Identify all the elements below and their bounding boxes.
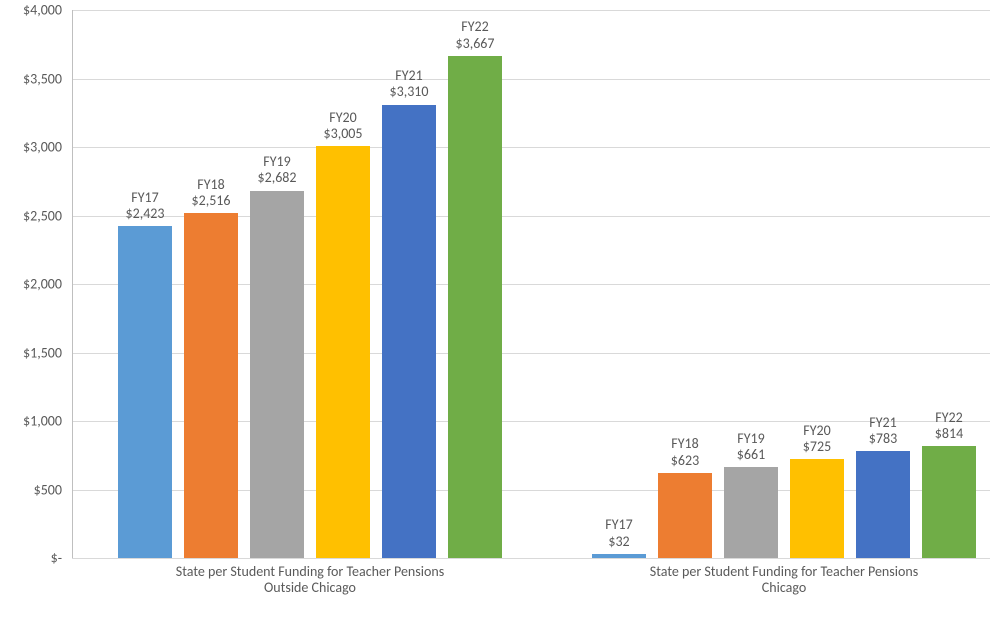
- bar-data-label: FY17$2,423: [126, 190, 165, 222]
- bar-series-label: FY19: [258, 154, 297, 170]
- gridline: [72, 558, 990, 559]
- bar-value-label: $3,310: [390, 84, 429, 100]
- y-tick-label: $500: [0, 481, 62, 498]
- gridline: [72, 147, 990, 148]
- bar-series-label: FY20: [803, 423, 831, 439]
- y-tick-label: $3,500: [0, 70, 62, 87]
- bar-data-label: FY20$3,005: [324, 110, 363, 142]
- bar: [856, 451, 910, 558]
- gridline: [72, 10, 990, 11]
- pension-funding-chart: FY17$2,423FY18$2,516FY19$2,682FY20$3,005…: [0, 0, 1000, 621]
- bar-value-label: $2,516: [192, 193, 231, 209]
- bar-value-label: $661: [737, 447, 765, 463]
- bar-data-label: FY17$32: [605, 517, 632, 549]
- bar-data-label: FY22$3,667: [456, 19, 495, 51]
- bar-value-label: $2,682: [258, 170, 297, 186]
- bar-series-label: FY17: [605, 517, 632, 533]
- bar-series-label: FY21: [869, 415, 897, 431]
- plot-area: FY17$2,423FY18$2,516FY19$2,682FY20$3,005…: [72, 10, 990, 558]
- y-tick-label: $3,000: [0, 139, 62, 156]
- bar-series-label: FY18: [192, 177, 231, 193]
- bar-data-label: FY21$3,310: [390, 68, 429, 100]
- y-tick-label: $2,500: [0, 207, 62, 224]
- bar-series-label: FY22: [456, 19, 495, 35]
- bar: [724, 467, 778, 558]
- bar-data-label: FY19$2,682: [258, 154, 297, 186]
- y-tick-label: $4,000: [0, 2, 62, 19]
- bar-value-label: $783: [869, 431, 897, 447]
- bar: [658, 473, 712, 558]
- bar-data-label: FY18$2,516: [192, 177, 231, 209]
- bar-series-label: FY21: [390, 68, 429, 84]
- bar: [592, 554, 646, 558]
- bar-data-label: FY19$661: [737, 431, 765, 463]
- bar: [790, 459, 844, 558]
- bar-series-label: FY18: [671, 436, 699, 452]
- bar: [184, 213, 238, 558]
- bar-series-label: FY17: [126, 190, 165, 206]
- bar: [316, 146, 370, 558]
- y-tick-label: $-: [0, 550, 62, 567]
- bar-data-label: FY18$623: [671, 436, 699, 468]
- bar-value-label: $32: [605, 534, 632, 550]
- y-axis-line: [72, 10, 73, 558]
- bar-value-label: $814: [935, 426, 963, 442]
- bar-value-label: $2,423: [126, 206, 165, 222]
- bar: [118, 226, 172, 558]
- bar: [448, 56, 502, 558]
- bar-value-label: $623: [671, 453, 699, 469]
- bar-data-label: FY20$725: [803, 423, 831, 455]
- bar-series-label: FY19: [737, 431, 765, 447]
- bar-value-label: $3,667: [456, 36, 495, 52]
- bar-data-label: FY21$783: [869, 415, 897, 447]
- bar-value-label: $725: [803, 439, 831, 455]
- x-category-label: State per Student Funding for Teacher Pe…: [88, 564, 532, 596]
- bar-value-label: $3,005: [324, 126, 363, 142]
- bar: [382, 105, 436, 558]
- bar: [922, 446, 976, 558]
- y-tick-label: $1,500: [0, 344, 62, 361]
- y-tick-label: $1,000: [0, 413, 62, 430]
- y-tick-label: $2,000: [0, 276, 62, 293]
- bar-data-label: FY22$814: [935, 410, 963, 442]
- bar-series-label: FY22: [935, 410, 963, 426]
- x-category-label: State per Student Funding for Teacher Pe…: [562, 564, 1000, 596]
- bar-series-label: FY20: [324, 110, 363, 126]
- gridline: [72, 79, 990, 80]
- bar: [250, 191, 304, 558]
